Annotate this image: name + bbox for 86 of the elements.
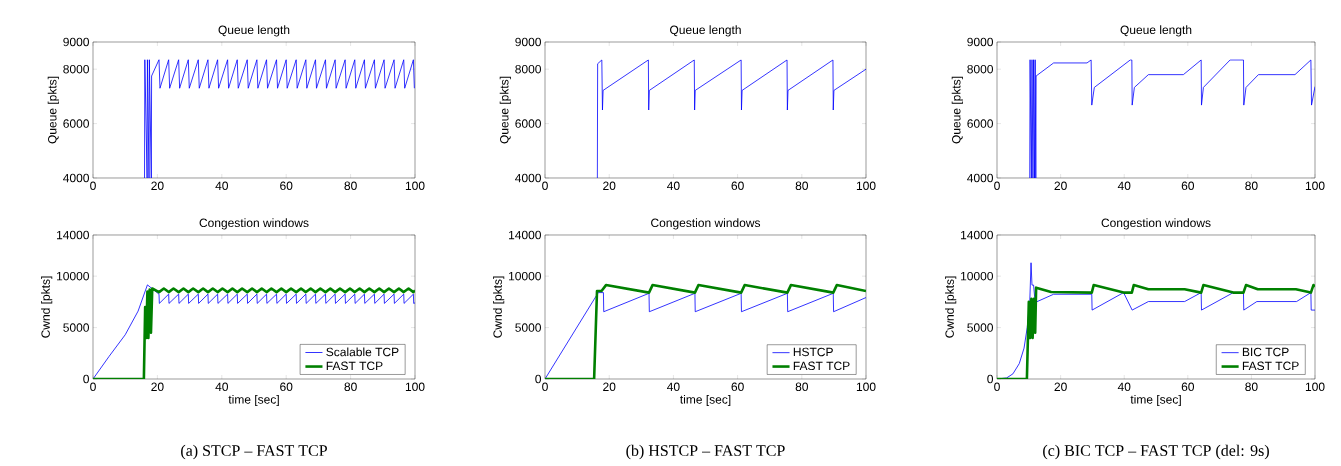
x-tick-label: 80: [795, 181, 809, 191]
x-tick-label: 100: [1305, 382, 1325, 392]
x-tick-label: 100: [1305, 181, 1325, 191]
legend-label: BIC TCP: [1242, 347, 1289, 357]
line-series: [997, 283, 1316, 379]
y-tick-label: 0: [535, 374, 542, 384]
y-tick-label: 10000: [961, 271, 994, 281]
y-tick-label: 14000: [509, 230, 541, 240]
y-tick-label: 4000: [515, 173, 541, 183]
chart-title: Congestion windows: [199, 218, 309, 230]
y-tick-label: 4000: [63, 173, 89, 183]
x-tick-label: 60: [280, 181, 293, 191]
y-tick-label: 6000: [515, 119, 541, 128]
legend-label: FAST TCP: [326, 361, 383, 371]
y-tick-label: 10000: [57, 271, 89, 281]
legend-label: FAST TCP: [1242, 361, 1299, 371]
x-tick-label: 80: [344, 181, 357, 191]
x-tick-label: 20: [151, 382, 164, 392]
y-tick-label: 8000: [967, 64, 994, 74]
x-tick-label: 20: [1054, 382, 1067, 392]
line-series: [1029, 59, 1316, 178]
x-tick-label: 0: [542, 382, 548, 392]
chart-title: Queue length: [670, 25, 741, 37]
x-tick-label: 20: [603, 382, 616, 392]
x-tick-label: 40: [667, 181, 680, 191]
x-axis-title: time [sec]: [228, 394, 279, 407]
y-tick-label: 8000: [63, 64, 89, 74]
y-axis-title: Cwnd [pkts]: [945, 276, 957, 338]
x-tick-label: 0: [90, 382, 96, 392]
legend-label: HSTCP: [793, 347, 833, 357]
text: (c) BIC TCP – FAST TCP (del: 9s): [1043, 444, 1269, 460]
x-tick-label: 60: [1181, 382, 1195, 392]
y-tick-label: 5000: [967, 323, 994, 332]
x-tick-label: 60: [731, 181, 744, 191]
x-tick-label: 60: [731, 382, 744, 392]
x-tick-label: 80: [795, 382, 809, 392]
y-tick-label: 6000: [63, 119, 89, 128]
x-tick-label: 0: [90, 181, 96, 191]
line-series: [596, 59, 867, 178]
x-tick-label: 20: [1054, 181, 1067, 191]
x-tick-label: 80: [1245, 382, 1258, 392]
x-tick-label: 100: [405, 181, 425, 191]
x-tick-label: 20: [151, 181, 164, 191]
chart-title: Queue length: [1120, 25, 1192, 37]
y-tick-label: 4000: [967, 173, 994, 183]
y-tick-label: 9000: [967, 37, 994, 47]
chart-title: Queue length: [218, 25, 290, 37]
y-tick-label: 8000: [515, 64, 541, 74]
x-tick-label: 100: [856, 181, 876, 191]
y-axis-title: Cwnd [pkts]: [493, 276, 505, 338]
chart-title: Congestion windows: [1101, 218, 1211, 230]
y-axis-title: Cwnd [pkts]: [41, 276, 53, 338]
x-tick-label: 0: [542, 181, 548, 191]
y-tick-label: 0: [987, 374, 994, 384]
x-tick-label: 40: [215, 181, 229, 191]
chart-title: Congestion windows: [651, 218, 761, 230]
x-tick-label: 40: [1117, 181, 1131, 191]
x-tick-label: 80: [1245, 181, 1258, 191]
y-tick-label: 14000: [57, 230, 89, 240]
y-tick-label: 5000: [63, 323, 89, 332]
x-tick-label: 40: [667, 382, 680, 392]
y-tick-label: 10000: [509, 271, 541, 281]
x-tick-label: 20: [603, 181, 616, 191]
text: (b) HSTCP – FAST TCP: [626, 444, 785, 460]
y-axis-title: Queue [pkts]: [47, 76, 59, 144]
y-tick-label: 14000: [961, 230, 994, 240]
y-tick-label: 9000: [63, 37, 89, 47]
y-tick-label: 5000: [515, 323, 541, 332]
x-tick-label: 60: [1181, 181, 1195, 191]
line-series: [144, 59, 415, 178]
x-axis-title: time [sec]: [680, 394, 731, 407]
legend-label: FAST TCP: [793, 361, 850, 371]
y-axis-title: Queue [pkts]: [499, 76, 511, 144]
y-tick-label: 9000: [515, 37, 541, 47]
x-tick-label: 100: [405, 382, 425, 392]
x-tick-label: 60: [280, 382, 293, 392]
y-tick-label: 6000: [967, 119, 994, 128]
x-tick-label: 40: [215, 382, 229, 392]
x-tick-label: 100: [856, 382, 876, 392]
x-axis-title: time [sec]: [1130, 394, 1181, 407]
legend-label: Scalable TCP: [326, 347, 399, 357]
x-tick-label: 40: [1117, 382, 1131, 392]
y-tick-label: 0: [83, 374, 90, 384]
x-tick-label: 80: [344, 382, 357, 392]
y-axis-title: Queue [pkts]: [951, 76, 963, 144]
text: (a) STCP – FAST TCP: [181, 444, 327, 460]
